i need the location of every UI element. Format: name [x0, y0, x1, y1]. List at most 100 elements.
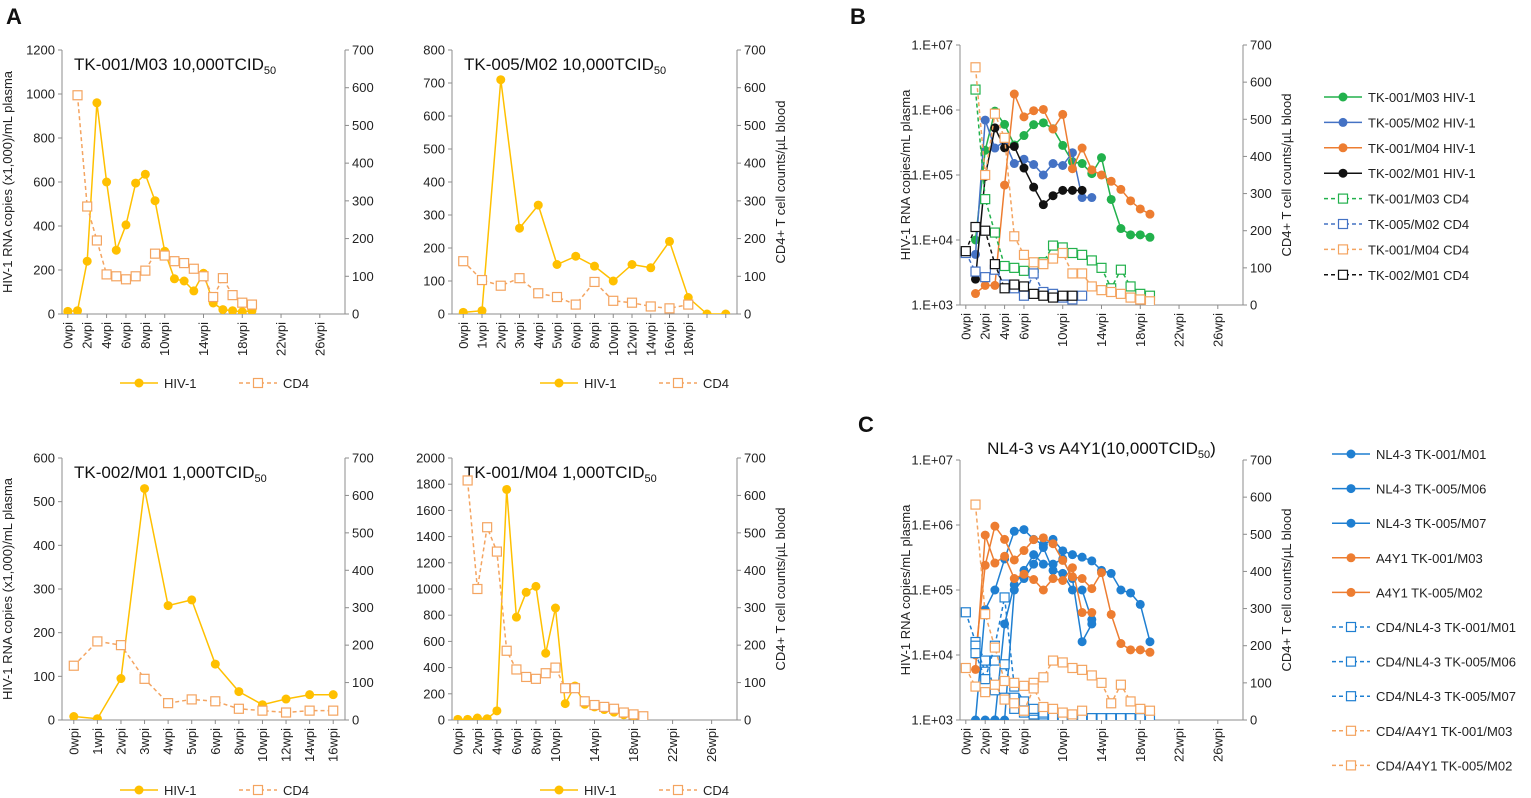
data-point	[281, 694, 291, 704]
data-point-square	[101, 269, 112, 280]
data-point	[131, 178, 141, 188]
x-tick-label: 4wpi	[161, 728, 176, 755]
legend-marker	[1345, 656, 1357, 667]
data-point-square	[980, 609, 991, 620]
data-point	[1106, 609, 1116, 619]
data-point-square	[1067, 709, 1078, 720]
data-point-square	[511, 664, 522, 675]
data-point	[1097, 568, 1106, 578]
data-point	[102, 177, 112, 187]
data-point	[1019, 131, 1029, 141]
y2-tick-label: 600	[1250, 75, 1272, 90]
y-tick-label: 800	[423, 608, 445, 623]
x-tick-label: 2wpi	[470, 728, 485, 755]
data-point	[1097, 153, 1106, 163]
data-point	[63, 306, 73, 314]
y2-tick-label: 600	[744, 80, 766, 95]
legend-marker	[1338, 168, 1348, 178]
data-point-square	[1009, 677, 1020, 688]
y2-tick-label: 0	[1250, 298, 1257, 313]
y2-tick-label: 400	[744, 156, 766, 171]
data-point	[1058, 185, 1068, 195]
data-point-square	[980, 687, 991, 698]
data-point-square	[159, 250, 170, 261]
y-tick-label: 1.E+07	[911, 453, 953, 468]
data-point	[1087, 615, 1097, 625]
data-point	[1077, 574, 1087, 584]
data-point-square	[1038, 259, 1049, 270]
data-point	[1009, 555, 1019, 565]
y-tick-label: 200	[423, 241, 445, 256]
data-point-square	[569, 683, 581, 694]
x-tick-label: 6wpi	[118, 322, 133, 349]
data-point-square	[1115, 288, 1126, 299]
data-point-square	[521, 671, 532, 683]
x-tick-label: 3wpi	[512, 322, 527, 349]
data-point	[218, 305, 228, 314]
legend-marker	[1346, 518, 1356, 528]
data-point	[1009, 159, 1019, 169]
legend-label: CD4/NL4-3 TK-005/M06	[1376, 655, 1516, 670]
data-point	[1048, 124, 1058, 134]
plot-area	[960, 499, 1156, 720]
data-point	[1077, 159, 1087, 169]
data-point-square	[560, 683, 571, 694]
legend-marker	[134, 785, 144, 795]
data-point	[990, 715, 1000, 720]
data-point	[990, 585, 1000, 595]
legend-marker	[1345, 621, 1357, 633]
data-point	[608, 276, 618, 286]
y-tick-label: 400	[423, 660, 445, 675]
y-axis-title: HIV-1 RNA copies/mL plasma	[898, 89, 913, 261]
data-point	[1038, 170, 1048, 180]
x-tick-label: 6wpi	[568, 322, 583, 349]
legend-label: CD4/NL4-3 TK-005/M07	[1376, 689, 1516, 704]
data-point-square	[1047, 655, 1059, 666]
data-point	[1087, 193, 1097, 203]
data-point-square	[626, 297, 638, 308]
data-point	[169, 274, 179, 284]
data-point-square	[599, 701, 610, 713]
data-point	[1077, 585, 1087, 595]
data-point	[541, 648, 551, 658]
data-point	[1009, 89, 1019, 99]
x-tick-label: 18wpi	[235, 322, 250, 356]
legend-label: CD4	[703, 783, 729, 798]
legend-label: TK-002/M01 HIV-1	[1368, 166, 1476, 181]
data-point-square	[1086, 670, 1097, 681]
data-point	[1135, 230, 1145, 240]
x-tick-label: 22wpi	[1172, 313, 1187, 347]
legend-marker	[672, 784, 684, 796]
x-tick-label: 2wpi	[113, 728, 128, 755]
y-tick-label: 1.E+05	[911, 168, 953, 183]
x-tick-label: 0wpi	[66, 728, 81, 755]
series-line	[466, 480, 644, 718]
y-tick-label: 1.E+05	[911, 583, 953, 598]
data-point-square	[1028, 257, 1039, 268]
data-point-square	[1067, 247, 1078, 259]
legend-marker	[1337, 244, 1349, 255]
data-point-square	[188, 263, 199, 274]
y2-tick-label: 0	[352, 713, 359, 728]
y-tick-label: 800	[33, 131, 55, 146]
data-point-square	[1047, 292, 1059, 303]
y2-axis-title: CD4+ T cell counts/µL blood	[773, 101, 788, 264]
data-point	[1067, 164, 1077, 174]
data-point	[492, 706, 502, 716]
x-tick-label: 6wpi	[1016, 313, 1031, 340]
data-point-square	[111, 271, 122, 282]
data-point	[665, 236, 674, 246]
data-point-square	[1047, 703, 1059, 714]
x-tick-label: 2wpi	[493, 322, 508, 349]
data-point	[1116, 639, 1126, 649]
data-point	[1019, 546, 1029, 556]
data-point	[1019, 112, 1029, 122]
data-point	[1029, 182, 1039, 192]
data-point	[1038, 533, 1048, 543]
data-point-square	[68, 660, 79, 671]
x-tick-label: 18wpi	[1133, 313, 1148, 347]
data-point-square	[186, 694, 197, 705]
data-point-square	[608, 703, 620, 714]
data-point-square	[999, 675, 1010, 687]
data-point	[511, 612, 521, 622]
